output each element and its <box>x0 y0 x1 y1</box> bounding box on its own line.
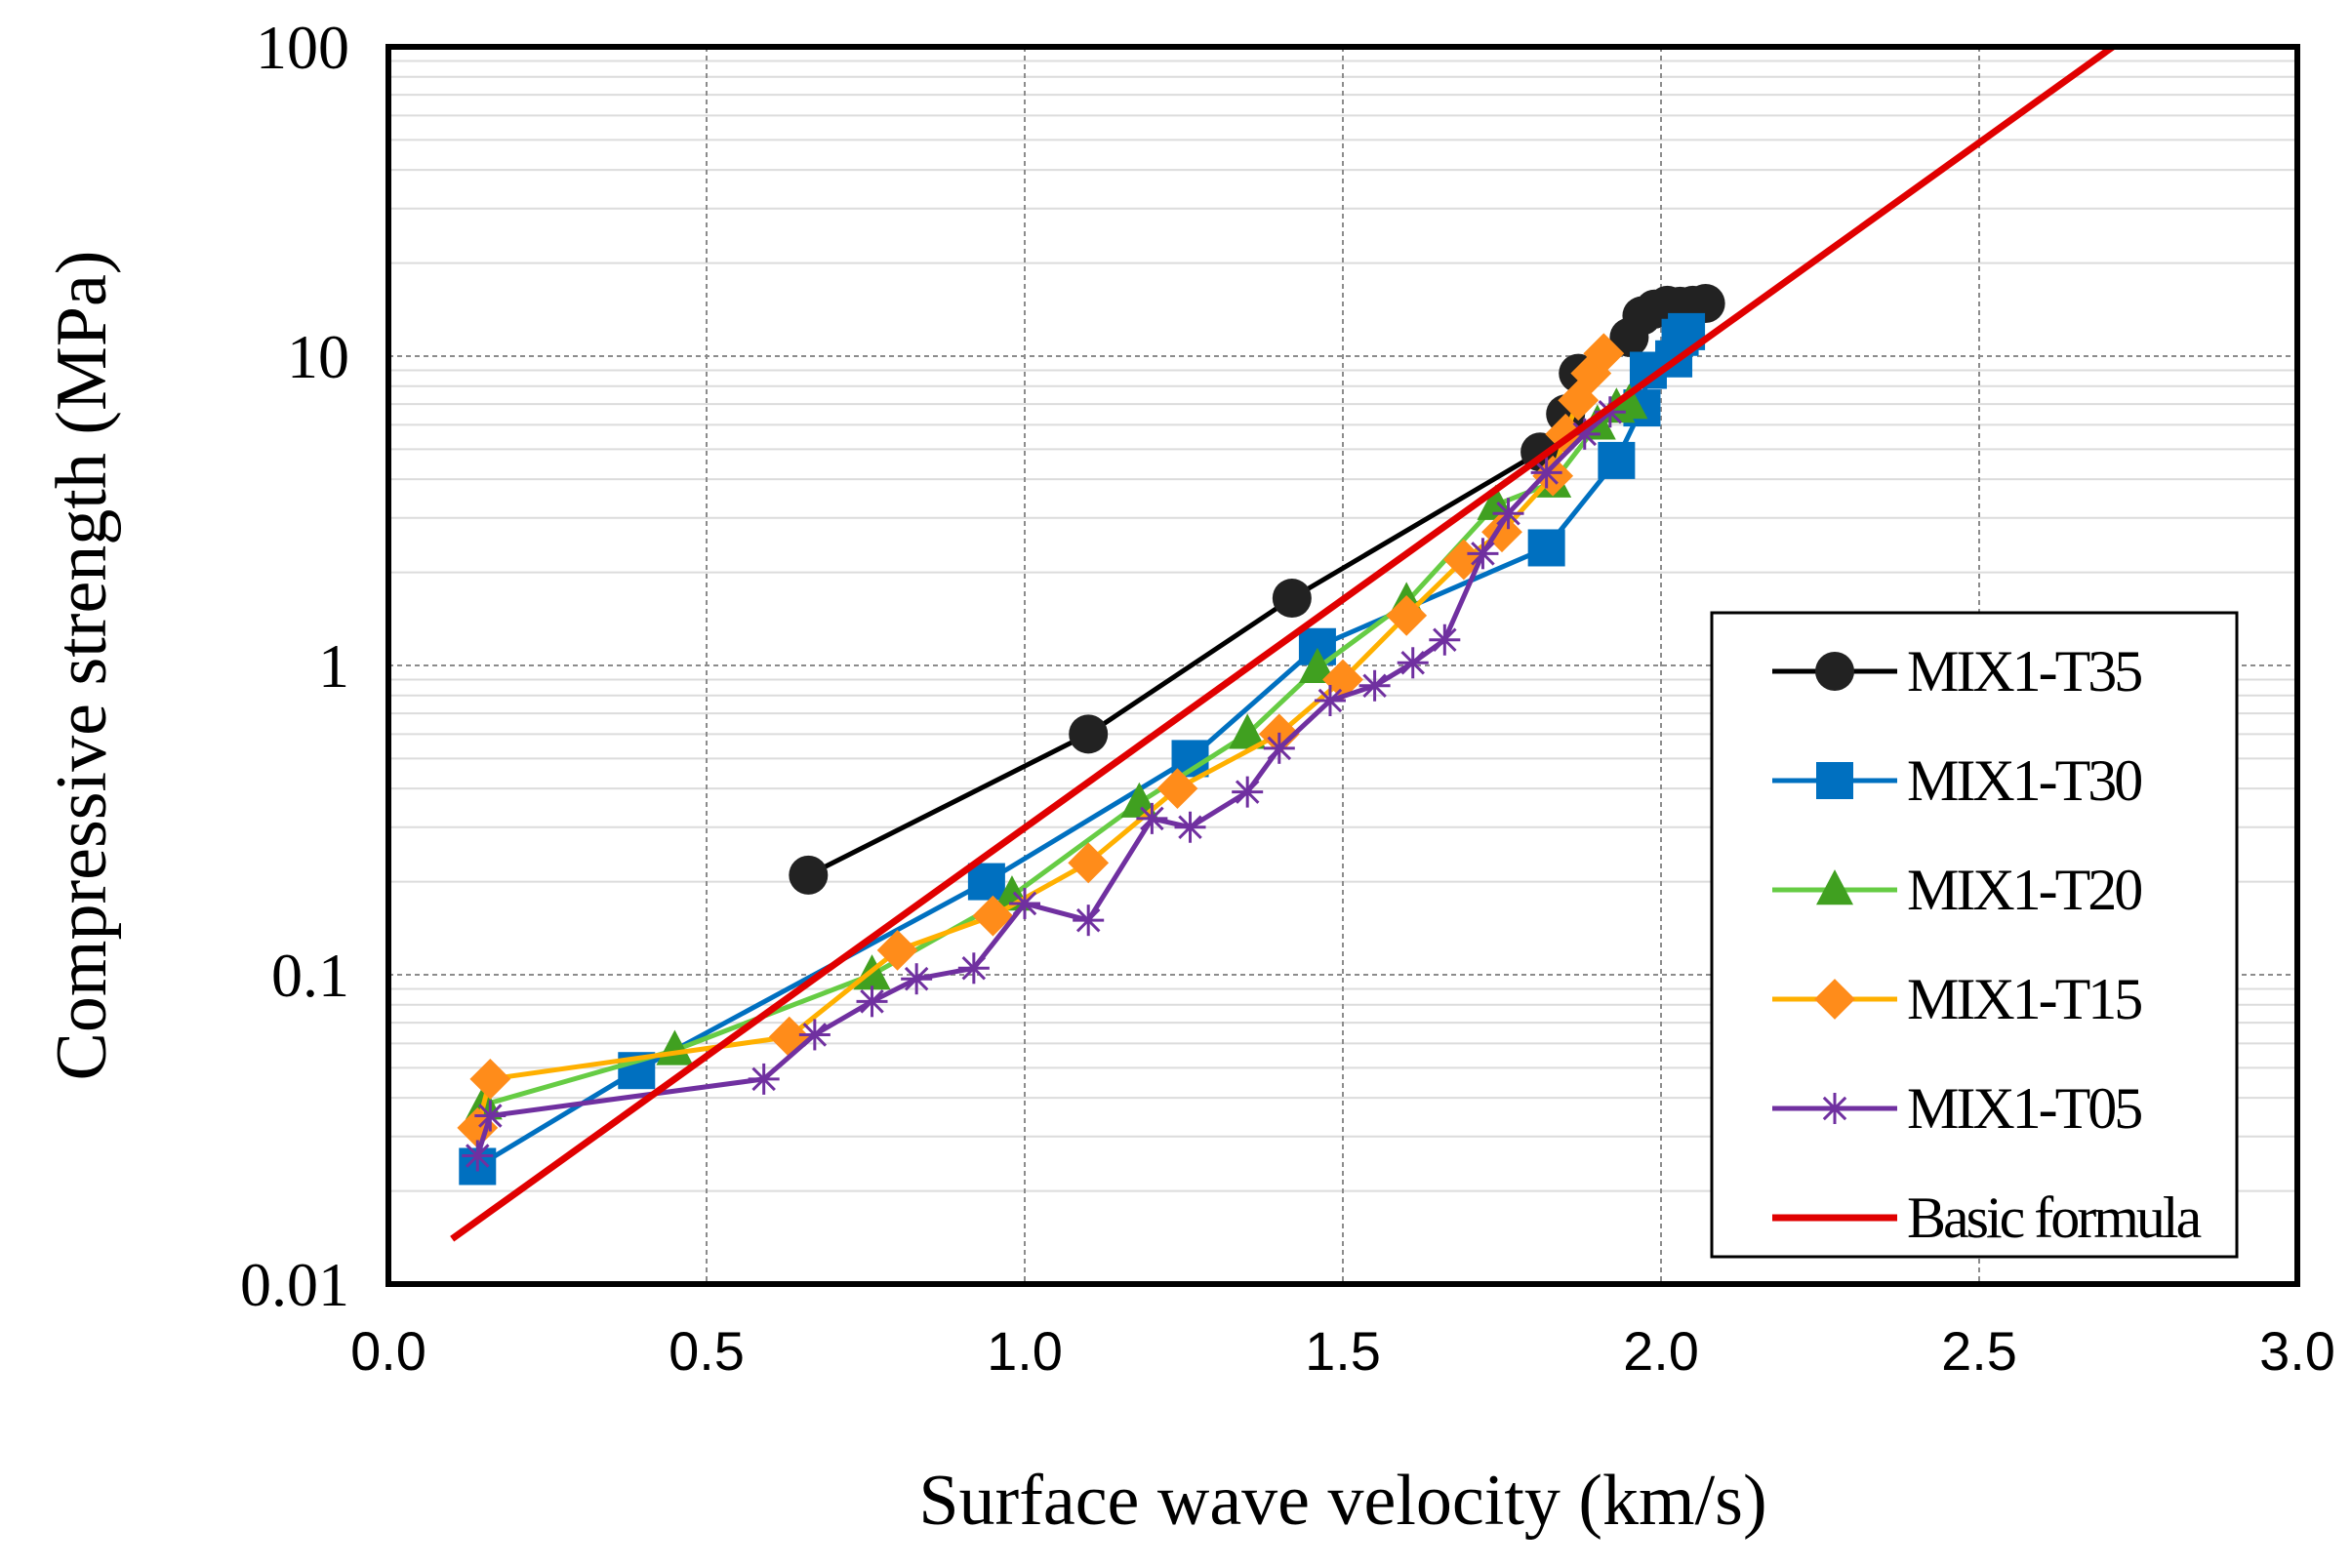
data-point-mix1-t05 <box>901 963 933 995</box>
legend-box <box>1710 611 2239 1259</box>
legend-swatch-marker <box>1815 652 1854 691</box>
x-tick-label: 2.0 <box>1623 1320 1699 1382</box>
data-point-mix1-t05 <box>748 1063 780 1095</box>
x-tick-label: 1.0 <box>987 1320 1063 1382</box>
data-point-mix1-t05 <box>1530 457 1562 489</box>
legend-label: MIX1-T35 <box>1907 639 2141 704</box>
legend-swatch-marker <box>1816 762 1853 799</box>
x-tick-label: 2.5 <box>1941 1320 2017 1382</box>
data-point-mix1-t30 <box>1527 529 1565 567</box>
data-point-mix1-t15 <box>1068 842 1110 884</box>
data-point-mix1-t20 <box>1120 782 1158 818</box>
data-point-mix1-t20 <box>1229 713 1267 749</box>
y-tick-label: 0.01 <box>240 1250 349 1319</box>
legend-item-mix1-t30: MIX1-T30 <box>1772 748 2144 813</box>
data-point-mix1-t15 <box>1545 413 1587 455</box>
legend-item-basic-formula: Basic formula <box>1772 1186 2205 1250</box>
data-point-mix1-t20 <box>1298 647 1336 683</box>
y-axis-title: Compressive strength (MPa) <box>42 251 122 1081</box>
y-tick-label: 0.1 <box>271 941 349 1010</box>
x-tick-label: 1.5 <box>1305 1320 1381 1382</box>
data-point-mix1-t15 <box>1442 539 1484 581</box>
data-point-mix1-t05 <box>1429 623 1461 656</box>
data-point-mix1-t15 <box>768 1016 810 1058</box>
data-point-mix1-t05 <box>1232 776 1264 808</box>
legend-item-mix1-t15: MIX1-T15 <box>1772 967 2144 1031</box>
x-tick-label: 3.0 <box>2259 1320 2335 1382</box>
legend-label: MIX1-T05 <box>1907 1076 2141 1141</box>
data-point-mix1-t05 <box>1467 538 1499 570</box>
series-line-mix1-t05 <box>474 410 1612 1157</box>
data-point-mix1-t20 <box>1610 383 1648 420</box>
legend: MIX1-T35 MIX1-T30 MIX1-T20 MIX1-T15 MIX1-T05… <box>1710 611 2239 1259</box>
data-point-mix1-t05 <box>1174 811 1206 843</box>
y-tick-label: 10 <box>287 322 349 391</box>
series-line-basic-formula <box>450 47 2115 1242</box>
data-point-mix1-t15 <box>1322 659 1363 701</box>
data-point-mix1-t05 <box>1136 802 1168 834</box>
data-point-mix1-t15 <box>876 929 918 971</box>
data-point-mix1-t35 <box>1069 714 1109 754</box>
data-point-mix1-t15 <box>1532 455 1574 497</box>
data-point-mix1-t30 <box>967 863 1005 901</box>
legend-item-mix1-t35: MIX1-T35 <box>1772 639 2144 704</box>
legend-label: Basic formula <box>1907 1186 2202 1250</box>
legend-label: MIX1-T20 <box>1907 858 2141 922</box>
data-point-mix1-t05 <box>1073 905 1105 937</box>
plot-area-frame <box>385 44 2300 1287</box>
legend-swatch-marker <box>1816 869 1853 905</box>
data-point-mix1-t05 <box>1492 498 1524 530</box>
data-point-mix1-t15 <box>972 895 1014 937</box>
data-point-mix1-t35 <box>789 855 829 895</box>
data-point-mix1-t05 <box>1263 732 1295 764</box>
data-point-mix1-t35 <box>1272 579 1312 619</box>
series-mix1-t05 <box>462 396 1626 1172</box>
data-point-mix1-t15 <box>1156 768 1198 810</box>
legend-label: MIX1-T30 <box>1907 748 2141 813</box>
legend-item-mix1-t05: MIX1-T05 <box>1772 1076 2144 1141</box>
series-basic-formula <box>450 47 2115 1242</box>
data-point-mix1-t05 <box>1358 669 1391 702</box>
legend-label: MIX1-T15 <box>1907 967 2141 1031</box>
data-point-mix1-t05 <box>798 1019 831 1051</box>
y-tick-label: 1 <box>318 631 349 701</box>
data-point-mix1-t05 <box>1009 887 1040 919</box>
x-tick-label: 0.5 <box>669 1320 745 1382</box>
data-point-mix1-t15 <box>1386 594 1428 636</box>
data-point-mix1-t15 <box>469 1059 511 1100</box>
tick-labels: 0.0 0.5 1.0 1.5 2.0 2.5 3.0 0.01 0.1 1 10 100 <box>240 13 2335 1382</box>
data-point-mix1-t05 <box>474 1100 507 1132</box>
legend-swatch-marker <box>1814 979 1855 1020</box>
x-tick-label: 0.0 <box>350 1320 426 1382</box>
series-layer <box>450 47 2115 1242</box>
series-mix1-t15 <box>457 333 1625 1148</box>
data-point-mix1-t30 <box>1598 441 1636 479</box>
y-tick-label: 100 <box>256 13 349 82</box>
data-point-mix1-t05 <box>1314 684 1346 716</box>
data-point-mix1-t05 <box>462 1140 494 1172</box>
data-point-mix1-t15 <box>1583 333 1625 375</box>
legend-item-mix1-t20: MIX1-T20 <box>1772 858 2144 922</box>
data-point-mix1-t05 <box>856 985 888 1018</box>
x-axis-title: Surface wave velocity (km/s) <box>918 1461 1766 1541</box>
legend-swatch-marker <box>1819 1093 1850 1124</box>
data-point-mix1-t05 <box>957 952 990 985</box>
data-point-mix1-t05 <box>1397 647 1429 679</box>
